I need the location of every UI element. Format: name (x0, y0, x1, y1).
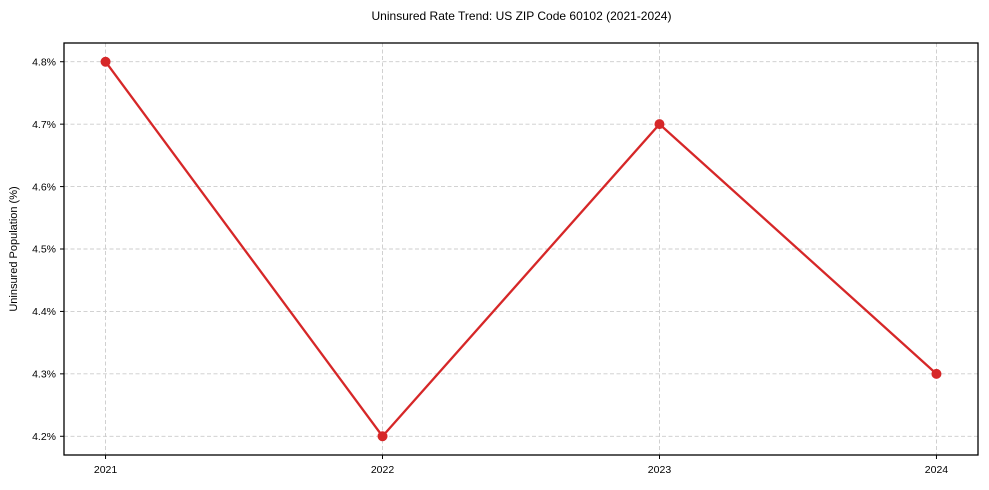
y-tick-label: 4.4% (32, 306, 56, 318)
y-tick-label: 4.7% (32, 119, 56, 131)
data-point-marker (100, 56, 111, 67)
y-tick-label: 4.2% (32, 431, 56, 443)
chart-title: Uninsured Rate Trend: US ZIP Code 60102 … (371, 9, 672, 23)
y-tick-label: 4.5% (32, 244, 56, 256)
x-tick-label: 2022 (371, 464, 395, 476)
y-tick-label: 4.3% (32, 369, 56, 381)
y-tick-label: 4.6% (32, 181, 56, 193)
x-tick-label: 2023 (648, 464, 672, 476)
data-point-marker (654, 119, 665, 130)
data-point-marker (931, 368, 942, 379)
y-tick-label: 4.8% (32, 56, 56, 68)
data-line (104, 60, 938, 438)
data-point-marker (377, 431, 388, 442)
x-tick-label: 2021 (94, 464, 118, 476)
x-tick-label: 2024 (925, 464, 949, 476)
